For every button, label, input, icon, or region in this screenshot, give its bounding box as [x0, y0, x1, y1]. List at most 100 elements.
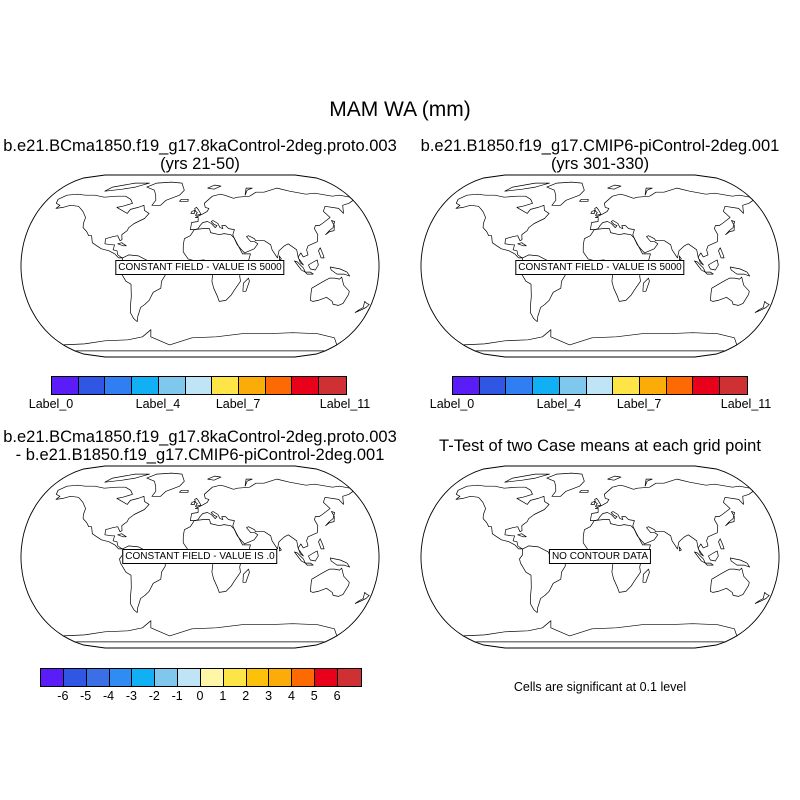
coastline [117, 242, 127, 247]
colorbar-2-label: Label_7 [616, 397, 662, 411]
coastline [194, 498, 202, 507]
colorbar-swatch [185, 377, 213, 394]
colorbar-swatch [246, 669, 270, 686]
coastline [590, 478, 754, 557]
colorbar-3-label: -4 [103, 689, 115, 703]
coastline [190, 187, 354, 266]
constant-field-note-2: CONSTANT FIELD - VALUE IS 5000 [515, 260, 685, 275]
colorbar-swatch [132, 377, 159, 394]
colorbar-1-label: Label_0 [28, 397, 74, 411]
coastline [729, 266, 751, 277]
coastline [678, 255, 682, 261]
coastline [304, 271, 314, 275]
coastline [590, 501, 595, 505]
coastline [694, 260, 706, 273]
coastline [642, 277, 650, 292]
panel-3-title-line1: b.e21.BCma1850.f19_g17.8kaControl-2deg.p… [3, 428, 397, 446]
colorbar-swatch [158, 377, 186, 394]
colorbar-swatch [319, 377, 346, 394]
panel-1-title-line1: b.e21.BCma1850.f19_g17.8kaControl-2deg.p… [3, 137, 397, 155]
colorbar-swatch [105, 377, 133, 394]
colorbar-swatch [337, 669, 361, 686]
main-title: MAM WA (mm) [329, 98, 471, 121]
coastline [594, 498, 602, 507]
no-contour-note: NO CONTOUR DATA [548, 549, 652, 564]
coastline [207, 184, 222, 190]
coastline [729, 557, 751, 568]
colorbar-swatch [200, 669, 224, 686]
coastline [329, 557, 351, 568]
coastline [594, 207, 602, 216]
coastline [104, 473, 150, 483]
colorbar-2-label: Label_4 [536, 397, 582, 411]
coastline [455, 193, 550, 259]
coastline [718, 247, 725, 259]
coastline [718, 538, 725, 550]
coastline [462, 329, 738, 352]
coastline [704, 562, 714, 566]
panel-2-title-line2: (yrs 301-330) [550, 155, 650, 173]
colorbar-swatch [78, 377, 106, 394]
colorbar-2-label: Label_11 [720, 397, 772, 411]
coastline [710, 567, 750, 597]
coastline [694, 551, 706, 564]
colorbar-3-label: 5 [310, 689, 318, 703]
coastline [579, 198, 589, 202]
coastline [546, 181, 585, 206]
colorbar-3 [40, 668, 362, 687]
coastline [62, 620, 338, 643]
coastline [579, 489, 589, 493]
colorbar-swatch [52, 377, 79, 394]
significance-note: Cells are significant at 0.1 level [513, 680, 687, 694]
panel-3-title-line2: - b.e21.B1850.f19_g17.CMIP6-piControl-2d… [15, 446, 385, 464]
coastline [644, 187, 653, 196]
panel-2-title: b.e21.B1850.f19_g17.CMIP6-piControl-2deg… [400, 137, 800, 173]
coastline [708, 259, 719, 271]
colorbar-3-label: -3 [125, 689, 137, 703]
coastline [725, 220, 735, 236]
colorbar-swatch [132, 669, 156, 686]
colorbar-swatch [720, 377, 747, 394]
constant-field-note-1: CONSTANT FIELD - VALUE IS 5000 [115, 260, 285, 275]
colorbar-2-labels: Label_0 Label_4 Label_7 Label_11 [430, 397, 772, 413]
panel-4-title: T-Test of two Case means at each grid po… [400, 437, 800, 455]
coastline [194, 207, 202, 216]
colorbar-3-label: -5 [80, 689, 92, 703]
coastline [62, 329, 338, 352]
coastline [754, 592, 770, 604]
coastline [55, 193, 150, 259]
colorbar-3-label: 2 [242, 689, 250, 703]
coastline [325, 220, 335, 236]
colorbar-2 [452, 376, 748, 395]
colorbar-swatch [315, 669, 338, 686]
coastline [590, 187, 754, 266]
coastline [310, 276, 350, 306]
colorbar-swatch [63, 669, 87, 686]
colorbar-swatch [479, 377, 507, 394]
colorbar-swatch [269, 669, 293, 686]
coastline [308, 550, 319, 562]
coastline [294, 260, 306, 273]
coastline [354, 301, 370, 313]
coastline [462, 620, 738, 643]
coastline [242, 568, 250, 583]
coastline [517, 242, 527, 247]
colorbar-2-label: Label_0 [429, 397, 475, 411]
colorbar-3-labels: -6 -5 -4 -3 -2 -1 0 1 2 3 4 5 6 [40, 689, 360, 705]
colorbar-swatch [223, 669, 247, 686]
colorbar-swatch [292, 669, 316, 686]
coastline [704, 271, 714, 275]
coastline [179, 198, 189, 202]
coastline [244, 187, 253, 196]
colorbar-swatch [86, 669, 110, 686]
colorbar-swatch [212, 377, 240, 394]
colorbar-swatch [613, 377, 641, 394]
coastline [754, 301, 770, 313]
colorbar-3-label: 1 [219, 689, 227, 703]
colorbar-1-label: Label_7 [215, 397, 261, 411]
coastline [308, 259, 319, 271]
panel-4-title-line1: T-Test of two Case means at each grid po… [439, 437, 761, 455]
coastline [607, 475, 622, 481]
colorbar-3-label: -6 [57, 689, 69, 703]
coastline [517, 533, 527, 538]
